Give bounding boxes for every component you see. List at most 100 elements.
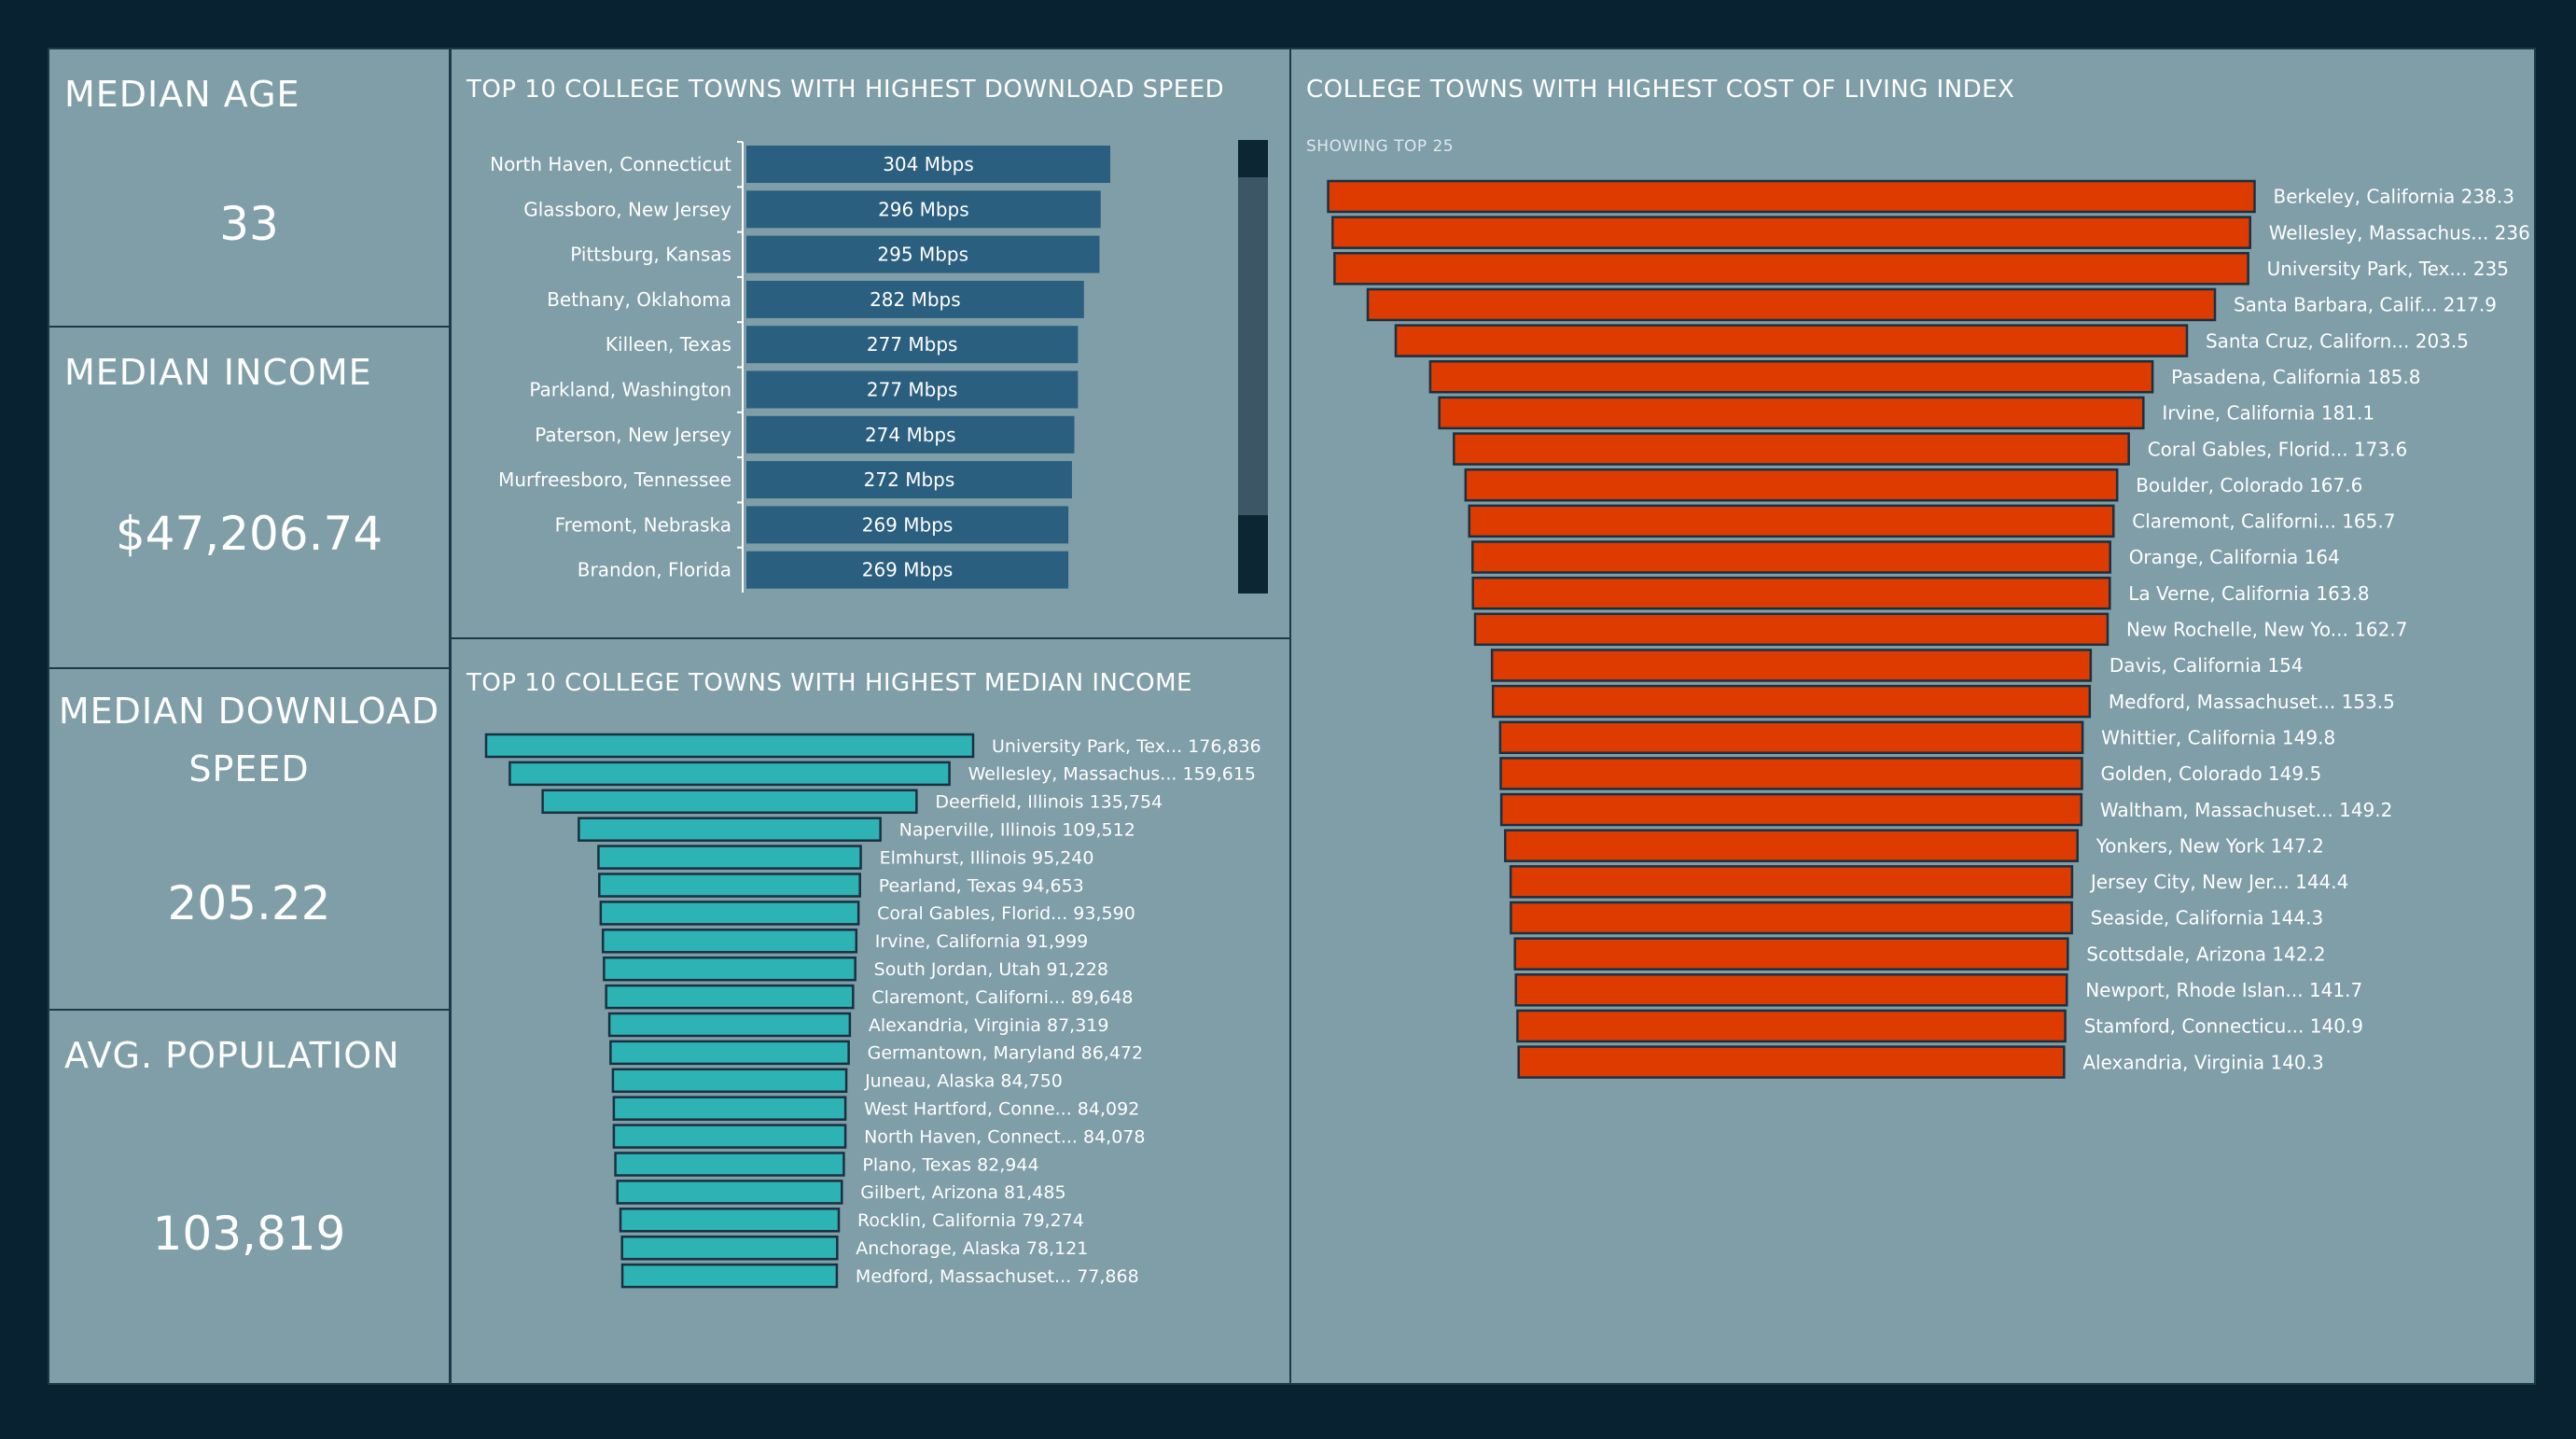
income-bar — [597, 845, 862, 870]
chart-title: TOP 10 COLLEGE TOWNS WITH HIGHEST DOWNLO… — [466, 76, 1225, 104]
cost-bar-label: Medford, Massachuset... 153.5 — [2109, 691, 2395, 713]
cost-bar-label: Pasadena, California 185.8 — [2171, 366, 2420, 388]
download-bar-label: 269 Mbps — [862, 559, 954, 581]
download-category-label: Pittsburg, Kansas — [570, 244, 731, 266]
cost-bar-label: Whittier, California 149.8 — [2101, 726, 2335, 748]
download-category-label: Fremont, Nebraska — [555, 513, 731, 536]
income-bar — [605, 984, 855, 1010]
scrollbar-thumb[interactable] — [1238, 140, 1268, 177]
income-bar — [616, 1180, 843, 1205]
income-bar-label: West Hartford, Conne... 84,092 — [864, 1099, 1139, 1120]
cost-bar-label: Orange, California 164 — [2129, 546, 2340, 568]
cost-bar — [1468, 504, 2115, 538]
cost-bar-label: Golden, Colorado 149.5 — [2100, 762, 2321, 785]
download-bar-label: 295 Mbps — [877, 244, 968, 266]
cost-bar — [1499, 792, 2083, 827]
download-category-label: Bethany, Oklahoma — [547, 288, 731, 311]
income-bar — [598, 873, 861, 898]
income-bar — [612, 1124, 847, 1149]
download-bar — [746, 235, 1100, 273]
income-bar — [620, 1235, 839, 1261]
cost-bar-label: Newport, Rhode Islan... 141.7 — [2085, 979, 2362, 1001]
download-bar-label: 277 Mbps — [867, 333, 958, 356]
kpi-value: $47,206.74 — [115, 507, 383, 561]
kpi-median-download-speed: MEDIAN DOWNLOAD SPEED 205.22 — [48, 667, 451, 1011]
income-bar — [614, 1152, 845, 1177]
chart-title: TOP 10 COLLEGE TOWNS WITH HIGHEST MEDIAN… — [466, 669, 1192, 697]
download-bar-label: 277 Mbps — [867, 379, 958, 401]
download-bar-label: 304 Mbps — [883, 153, 974, 175]
income-bar-label: Naperville, Illinois 109,512 — [899, 820, 1135, 841]
cost-bar — [1394, 324, 2189, 357]
cost-bar — [1499, 757, 2083, 790]
cost-bar-label: Seaside, California 144.3 — [2091, 907, 2324, 929]
income-bar-label: Elmhurst, Illinois 95,240 — [880, 847, 1094, 868]
median-income-chart: University Park, Tex... 176,836 Wellesley… — [484, 733, 1261, 1289]
cost-bar — [1517, 1045, 2066, 1079]
income-bar — [607, 1012, 852, 1038]
income-bar — [599, 901, 860, 926]
download-category-label: Glassboro, New Jersey — [523, 198, 731, 220]
income-bar-label: Pearland, Texas 94,653 — [879, 875, 1084, 896]
chart-subtitle: SHOWING TOP 25 — [1306, 137, 1455, 156]
download-speed-panel: TOP 10 COLLEGE TOWNS WITH HIGHEST DOWNLO… — [450, 48, 1291, 639]
cost-bar-label: Wellesley, Massachus... 236 — [2269, 221, 2530, 244]
scrollbar[interactable] — [1238, 140, 1268, 594]
cost-bar-label: La Verne, California 163.8 — [2128, 582, 2369, 605]
kpi-label: MEDIAN INCOME — [64, 352, 372, 393]
cost-bar-label: Santa Cruz, Californ... 203.5 — [2206, 329, 2469, 352]
income-bar-label: Medford, Massachuset... 77,868 — [856, 1266, 1139, 1287]
cost-bar — [1490, 649, 2093, 682]
cost-bar-label: Irvine, California 181.1 — [2162, 402, 2374, 425]
kpi-value: 205.22 — [167, 876, 331, 930]
download-bar — [746, 506, 1069, 544]
cost-bar-label: Jersey City, New Jer... 144.4 — [2089, 871, 2349, 893]
cost-bar — [1333, 252, 2249, 286]
cost-bar — [1471, 576, 2111, 610]
cost-bar — [1509, 865, 2074, 899]
download-category-label: Brandon, Florida — [578, 559, 731, 581]
income-bar — [612, 1096, 847, 1121]
cost-bar-label: Stamford, Connecticu... 140.9 — [2084, 1015, 2363, 1038]
cost-bar-label: Waltham, Massachuset... 149.2 — [2100, 799, 2393, 821]
income-bar — [484, 733, 975, 759]
cost-bar — [1471, 540, 2111, 574]
cost-bar-label: Coral Gables, Florid... 173.6 — [2148, 438, 2408, 460]
kpi-avg-population: AVG. POPULATION 103,819 — [48, 1009, 451, 1385]
income-bar-label: Gilbert, Arizona 81,485 — [860, 1182, 1065, 1203]
chart-title: COLLEGE TOWNS WITH HIGHEST COST OF LIVIN… — [1306, 76, 2015, 104]
cost-bar-label: Yonkers, New York 147.2 — [2096, 834, 2324, 857]
cost-bar-label: Scottsdale, Arizona 142.2 — [2086, 943, 2325, 965]
cost-of-living-chart: Berkeley, California 238.3 Wellesley, Mas… — [1327, 179, 2530, 1079]
download-bar-label: 274 Mbps — [865, 424, 956, 446]
income-bar-label: Claremont, Californi... 89,648 — [871, 987, 1133, 1008]
income-bar-label: Coral Gables, Florid... 93,590 — [877, 903, 1135, 924]
scrollbar-thumb[interactable] — [1238, 515, 1268, 594]
median-income-panel: TOP 10 COLLEGE TOWNS WITH HIGHEST MEDIAN… — [450, 637, 1291, 1385]
cost-bar — [1514, 973, 2068, 1007]
income-bar-label: Wellesley, Massachus... 159,615 — [968, 764, 1256, 785]
cost-bar-label: Claremont, Californi... 165.7 — [2132, 510, 2395, 533]
income-bar-label: Plano, Texas 82,944 — [862, 1154, 1038, 1175]
download-bar-label: 269 Mbps — [862, 513, 954, 536]
income-bar — [619, 1208, 841, 1233]
download-bar-label: 272 Mbps — [864, 468, 955, 491]
cost-bar — [1510, 901, 2073, 935]
cost-bar — [1327, 179, 2256, 214]
download-bar — [746, 551, 1069, 589]
income-bar-label: Alexandria, Virginia 87,319 — [869, 1015, 1109, 1036]
cost-bar — [1453, 432, 2130, 466]
download-category-label: Killeen, Texas — [606, 333, 731, 356]
income-bar-label: University Park, Tex... 176,836 — [992, 736, 1261, 757]
cost-of-living-panel: COLLEGE TOWNS WITH HIGHEST COST OF LIVIN… — [1289, 48, 2536, 1385]
cost-bar — [1366, 287, 2217, 322]
income-bar-label: Anchorage, Alaska 78,121 — [856, 1238, 1088, 1259]
income-bar-label: Rocklin, California 79,274 — [857, 1210, 1084, 1231]
income-bar-label: Juneau, Alaska 84,750 — [864, 1071, 1063, 1092]
cost-bar — [1513, 937, 2069, 971]
cost-bar-label: Berkeley, California 238.3 — [2274, 186, 2514, 208]
download-bar — [746, 280, 1084, 318]
download-bar — [746, 146, 1110, 183]
cost-bar — [1504, 829, 2079, 862]
cost-bar-label: Boulder, Colorado 167.6 — [2136, 474, 2362, 496]
